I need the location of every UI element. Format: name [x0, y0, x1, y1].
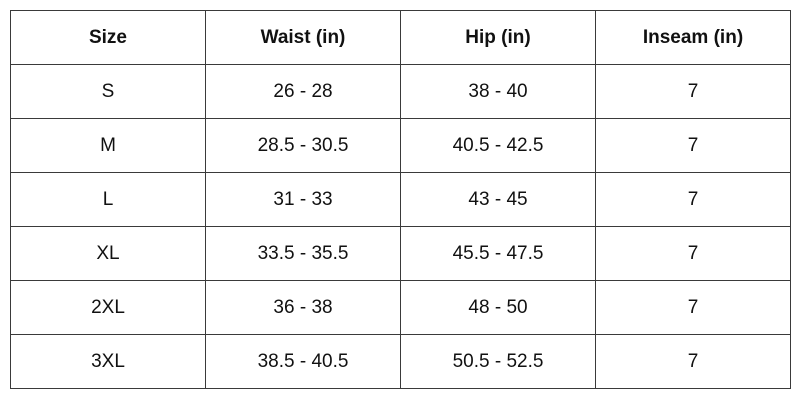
header-cell: Inseam (in): [595, 10, 791, 65]
table-cell: 38 - 40: [400, 64, 596, 119]
table-cell: 50.5 - 52.5: [400, 334, 596, 389]
table-cell: 7: [595, 334, 791, 389]
table-cell: 26 - 28: [205, 64, 401, 119]
table-cell: M: [10, 118, 206, 173]
table-cell: 31 - 33: [205, 172, 401, 227]
table-cell: 48 - 50: [400, 280, 596, 335]
table-cell: 28.5 - 30.5: [205, 118, 401, 173]
table-cell: 36 - 38: [205, 280, 401, 335]
table-cell: XL: [10, 226, 206, 281]
table-row: XL 33.5 - 35.5 45.5 - 47.5 7: [10, 226, 791, 281]
table-cell: 33.5 - 35.5: [205, 226, 401, 281]
table-cell: 3XL: [10, 334, 206, 389]
table-row: L 31 - 33 43 - 45 7: [10, 172, 791, 227]
table-cell: 7: [595, 280, 791, 335]
table-row: M 28.5 - 30.5 40.5 - 42.5 7: [10, 118, 791, 173]
table-cell: 38.5 - 40.5: [205, 334, 401, 389]
table-cell: S: [10, 64, 206, 119]
header-row: Size Waist (in) Hip (in) Inseam (in): [10, 10, 791, 65]
table-cell: 45.5 - 47.5: [400, 226, 596, 281]
table-row: 3XL 38.5 - 40.5 50.5 - 52.5 7: [10, 334, 791, 389]
table-body: S 26 - 28 38 - 40 7 M 28.5 - 30.5 40.5 - 42.5 7…: [10, 64, 791, 389]
table-cell: 7: [595, 64, 791, 119]
table-cell: 7: [595, 118, 791, 173]
table-cell: 2XL: [10, 280, 206, 335]
table-cell: 43 - 45: [400, 172, 596, 227]
size-table: Size Waist (in) Hip (in) Inseam (in) S 26 - …: [10, 10, 791, 389]
table-cell: L: [10, 172, 206, 227]
header-cell: Hip (in): [400, 10, 596, 65]
table-cell: 7: [595, 172, 791, 227]
table-row: S 26 - 28 38 - 40 7: [10, 64, 791, 119]
table-row: 2XL 36 - 38 48 - 50 7: [10, 280, 791, 335]
table-cell: 7: [595, 226, 791, 281]
header-cell: Waist (in): [205, 10, 401, 65]
header-cell: Size: [10, 10, 206, 65]
table-cell: 40.5 - 42.5: [400, 118, 596, 173]
table-head: Size Waist (in) Hip (in) Inseam (in): [10, 10, 791, 65]
